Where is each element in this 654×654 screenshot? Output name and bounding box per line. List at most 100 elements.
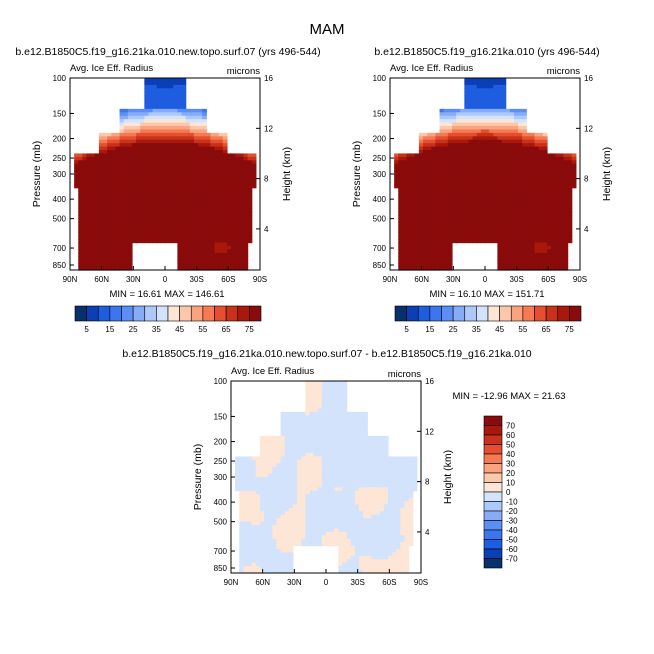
contour-cell: [148, 91, 154, 96]
contour-cell: [251, 497, 257, 502]
contour-cell: [489, 139, 494, 144]
contour-cell: [476, 91, 482, 96]
contour-cell: [456, 225, 461, 230]
contour-cell: [136, 211, 141, 216]
contour-cell: [131, 170, 137, 175]
contour-cell: [518, 163, 523, 168]
contour-cell: [148, 146, 154, 151]
contour-cell: [268, 466, 273, 471]
contour-cell: [82, 239, 88, 244]
contour-cell: [522, 222, 527, 227]
contour-cell: [423, 146, 428, 151]
contour-cell: [497, 211, 503, 216]
contour-cell: [231, 204, 236, 209]
contour-cell: [243, 477, 249, 482]
contour-cell: [140, 170, 145, 175]
contour-cell: [480, 174, 486, 179]
contour-cell: [530, 156, 536, 161]
contour-cell: [342, 490, 348, 495]
contour-cell: [489, 228, 494, 233]
contour-cell: [239, 252, 245, 257]
y-tick-label: 850: [53, 261, 67, 270]
contour-cell: [493, 228, 498, 233]
contour-cell: [518, 167, 523, 172]
contour-cell: [297, 435, 302, 440]
contour-cell: [563, 208, 569, 213]
contour-cell: [538, 174, 544, 179]
contour-cell: [350, 490, 356, 495]
contour-cell: [305, 381, 311, 386]
contour-cell: [239, 170, 245, 175]
contour-cell: [464, 160, 470, 165]
contour-cell: [90, 252, 96, 257]
panel-2-axes: 90N 60N 30N 0 30S 60S 90S100150200250300400500…: [373, 74, 594, 284]
contour-cell: [326, 384, 331, 389]
contour-cell: [538, 146, 544, 151]
contour-cell: [509, 204, 515, 209]
contour-cell: [338, 566, 344, 571]
contour-cell: [160, 129, 166, 134]
contour-cell: [497, 102, 503, 107]
contour-cell: [165, 156, 170, 161]
contour-cell: [513, 184, 519, 189]
contour-cell: [259, 494, 265, 499]
contour-cell: [189, 150, 195, 155]
contour-cell: [111, 228, 117, 233]
contour-cell: [288, 525, 294, 530]
contour-cell: [181, 208, 187, 213]
contour-cell: [173, 139, 178, 144]
contour-cell: [330, 381, 335, 386]
contour-cell: [342, 405, 348, 410]
contour-cell: [338, 405, 344, 410]
contour-cell: [326, 401, 331, 406]
contour-cell: [530, 249, 536, 254]
contour-cell: [160, 78, 166, 83]
contour-cell: [559, 167, 565, 172]
contour-cell: [476, 136, 482, 141]
contour-cell: [276, 466, 282, 471]
contour-cell: [571, 156, 577, 161]
contour-cell: [239, 153, 245, 158]
contour-cell: [509, 184, 515, 189]
contour-cell: [522, 170, 527, 175]
contour-cell: [140, 177, 145, 182]
contour-cell: [243, 501, 249, 506]
contour-cell: [538, 143, 544, 148]
contour-cell: [350, 545, 356, 550]
contour-cell: [542, 160, 548, 165]
colorbar-box: [202, 305, 215, 322]
contour-cell: [86, 156, 92, 161]
contour-cell: [144, 153, 150, 158]
contour-cell: [542, 239, 548, 244]
contour-cell: [181, 122, 187, 127]
contour-cell: [165, 153, 170, 158]
contour-cell: [476, 232, 482, 237]
contour-cell: [239, 163, 245, 168]
contour-cell: [144, 218, 150, 223]
contour-cell: [206, 225, 212, 230]
contour-cell: [305, 405, 311, 410]
contour-cell: [342, 415, 348, 420]
colorbar-label: 55: [518, 325, 527, 334]
contour-cell: [468, 78, 474, 83]
contour-cell: [292, 449, 298, 454]
contour-cell: [272, 535, 278, 540]
contour-cell: [334, 521, 339, 526]
contour-cell: [305, 501, 311, 506]
contour-cell: [127, 136, 133, 141]
contour-cell: [534, 163, 540, 168]
contour-cell: [326, 483, 331, 488]
contour-cell: [489, 201, 494, 206]
contour-cell: [563, 235, 569, 240]
contour-cell: [148, 88, 154, 93]
contour-cell: [346, 477, 352, 482]
contour-cell: [330, 518, 335, 523]
contour-cell: [534, 235, 540, 240]
contour-cell: [342, 381, 348, 386]
contour-cell: [534, 191, 540, 196]
contour-cell: [292, 494, 298, 499]
contour-cell: [334, 477, 339, 482]
contour-cell: [538, 222, 544, 227]
contour-cell: [567, 201, 573, 206]
contour-cell: [338, 521, 344, 526]
